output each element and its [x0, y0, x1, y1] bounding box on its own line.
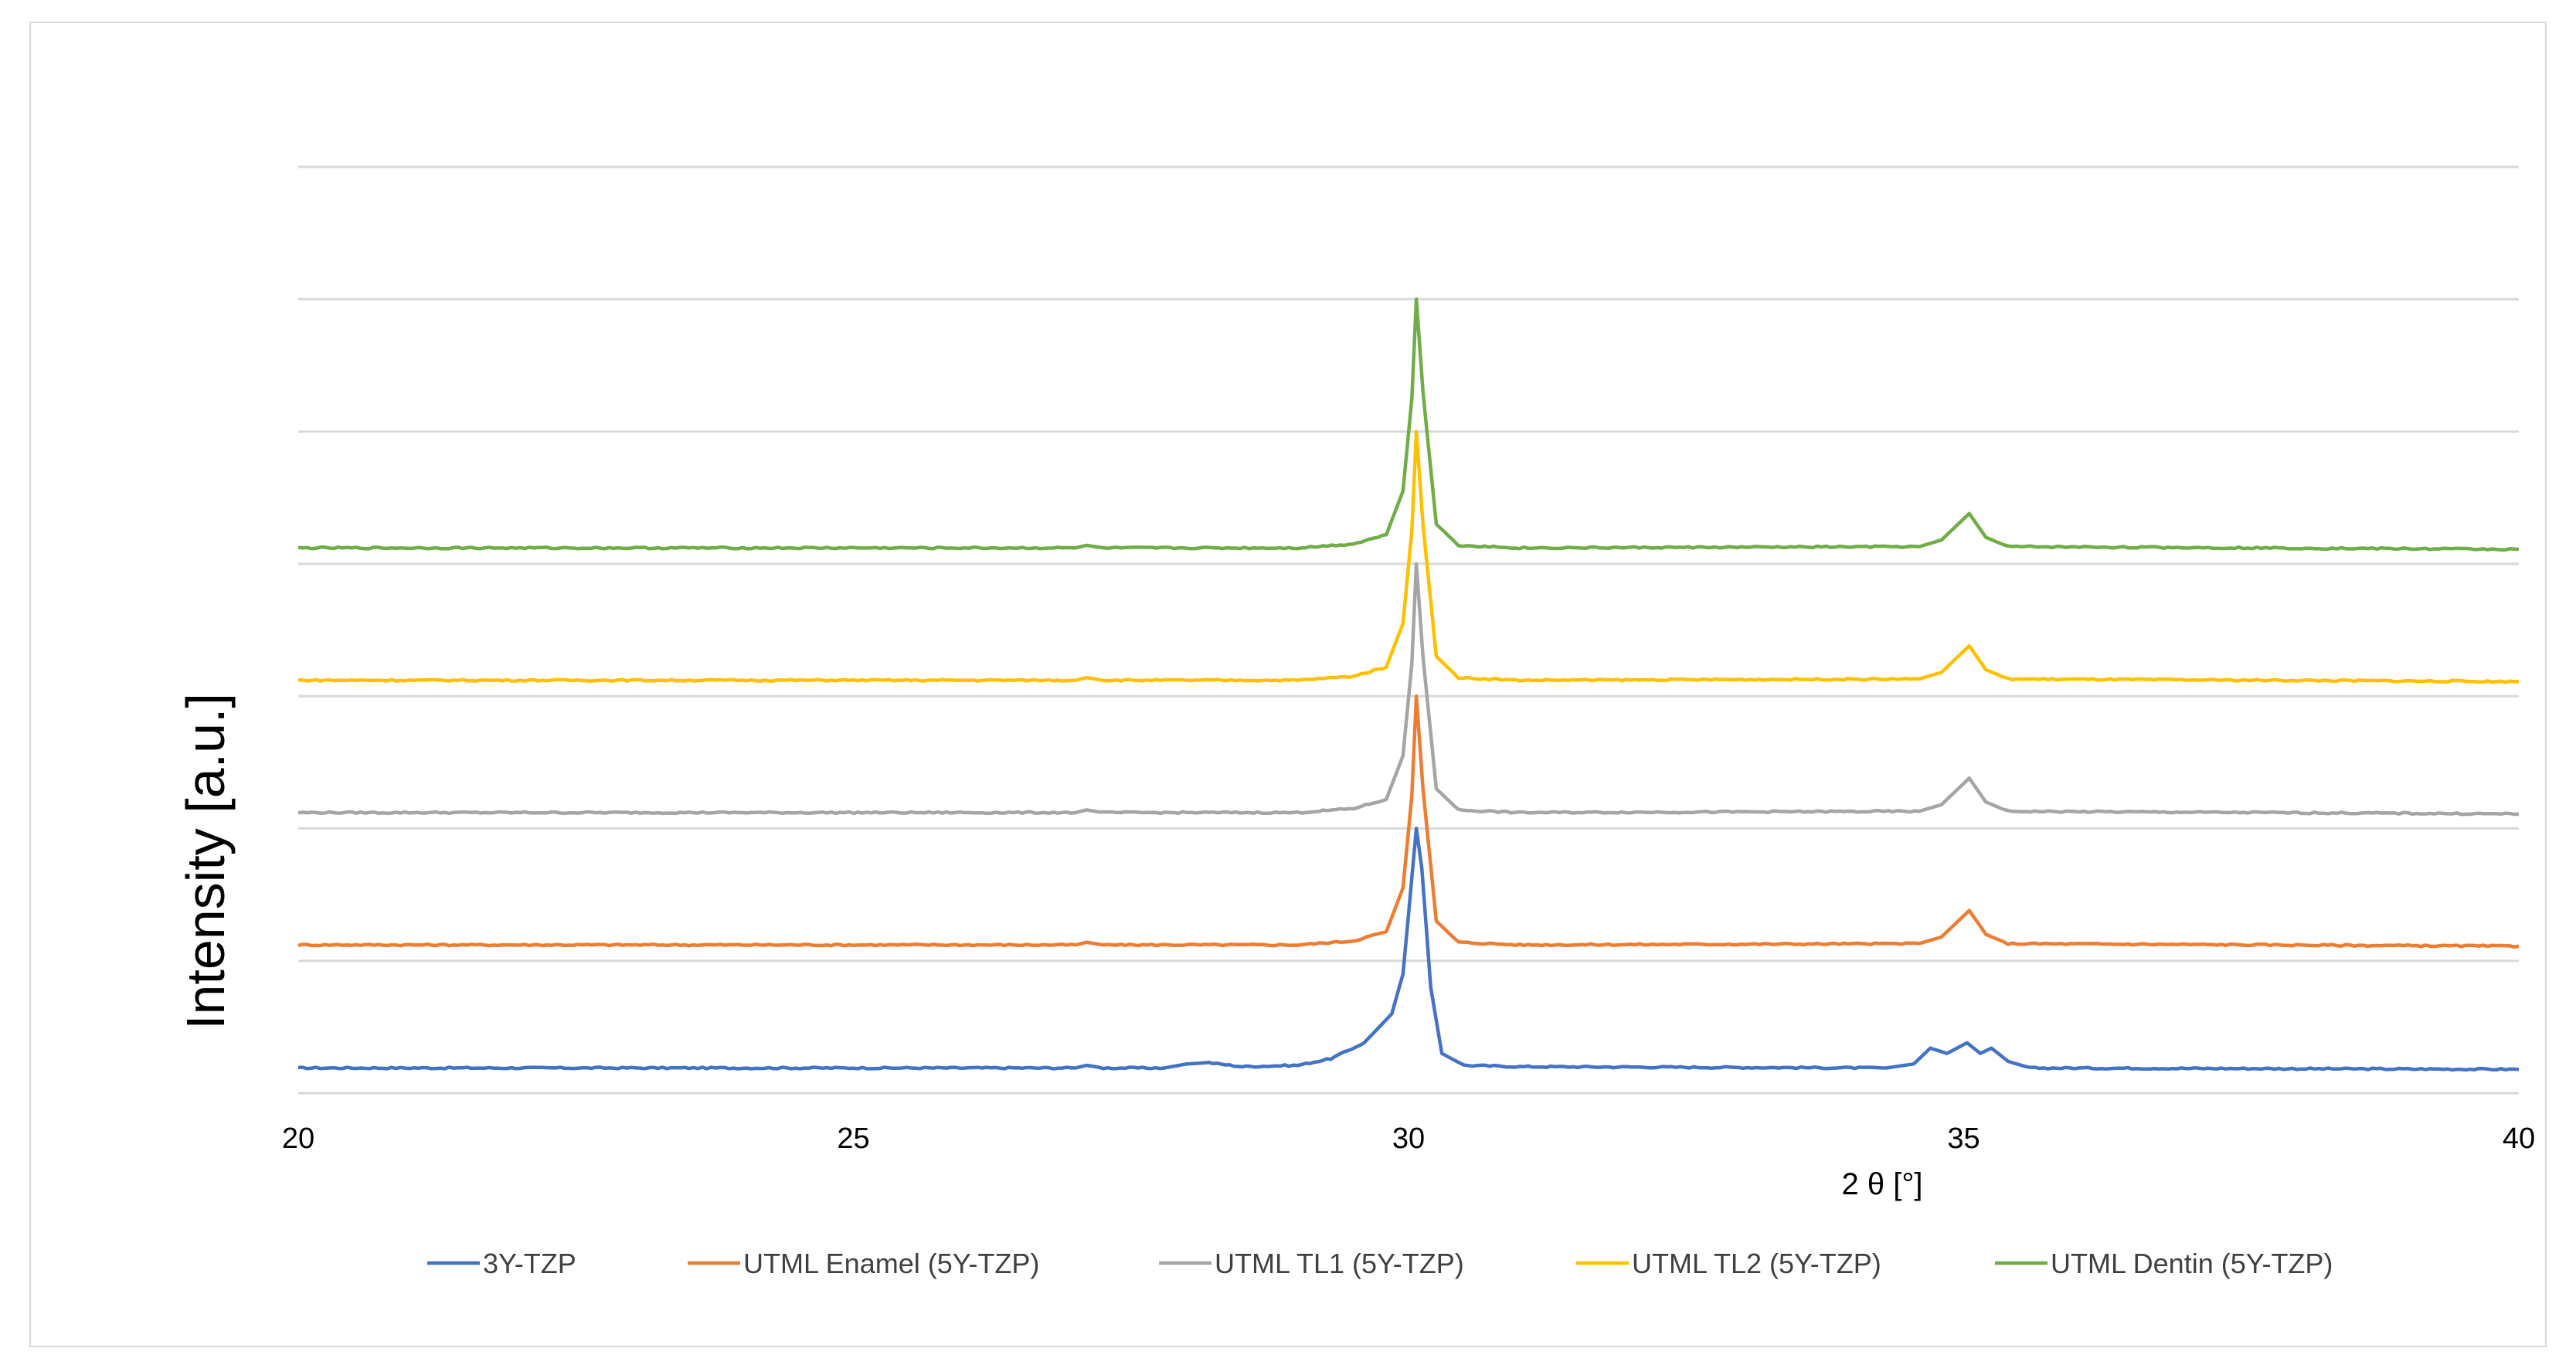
x-tick-label: 35 [1947, 1122, 1980, 1155]
legend-label: UTML Enamel (5Y-TZP) [743, 1248, 1039, 1279]
legend-label: 3Y-TZP [483, 1248, 576, 1279]
series-lines [297, 297, 2520, 1072]
x-axis-label: 2 θ [°] [1842, 1167, 1923, 1201]
x-tick-label: 40 [2503, 1122, 2535, 1155]
series-line-1 [297, 694, 2520, 949]
series-line-2 [297, 562, 2520, 817]
series-line-3 [297, 430, 2520, 684]
gridlines [298, 165, 2519, 1095]
x-tick-label: 25 [837, 1122, 869, 1155]
legend: 3Y-TZP UTML Enamel (5Y-TZP) UTML TL1 (5Y-T… [427, 1248, 2333, 1279]
chart-frame [29, 22, 2547, 1347]
series-line-0 [297, 827, 2520, 1072]
x-tick-labels: 20 25 30 35 40 [282, 1122, 2535, 1155]
x-tick-label: 20 [282, 1122, 314, 1155]
x-tick-label: 30 [1392, 1122, 1425, 1155]
legend-label: UTML TL2 (5Y-TZP) [1632, 1248, 1881, 1279]
y-axis-label: Intensity [a.u.] [175, 693, 236, 1030]
series-line-4 [297, 297, 2520, 552]
legend-label: UTML Dentin (5Y-TZP) [2051, 1248, 2333, 1279]
legend-label: UTML TL1 (5Y-TZP) [1215, 1248, 1464, 1279]
